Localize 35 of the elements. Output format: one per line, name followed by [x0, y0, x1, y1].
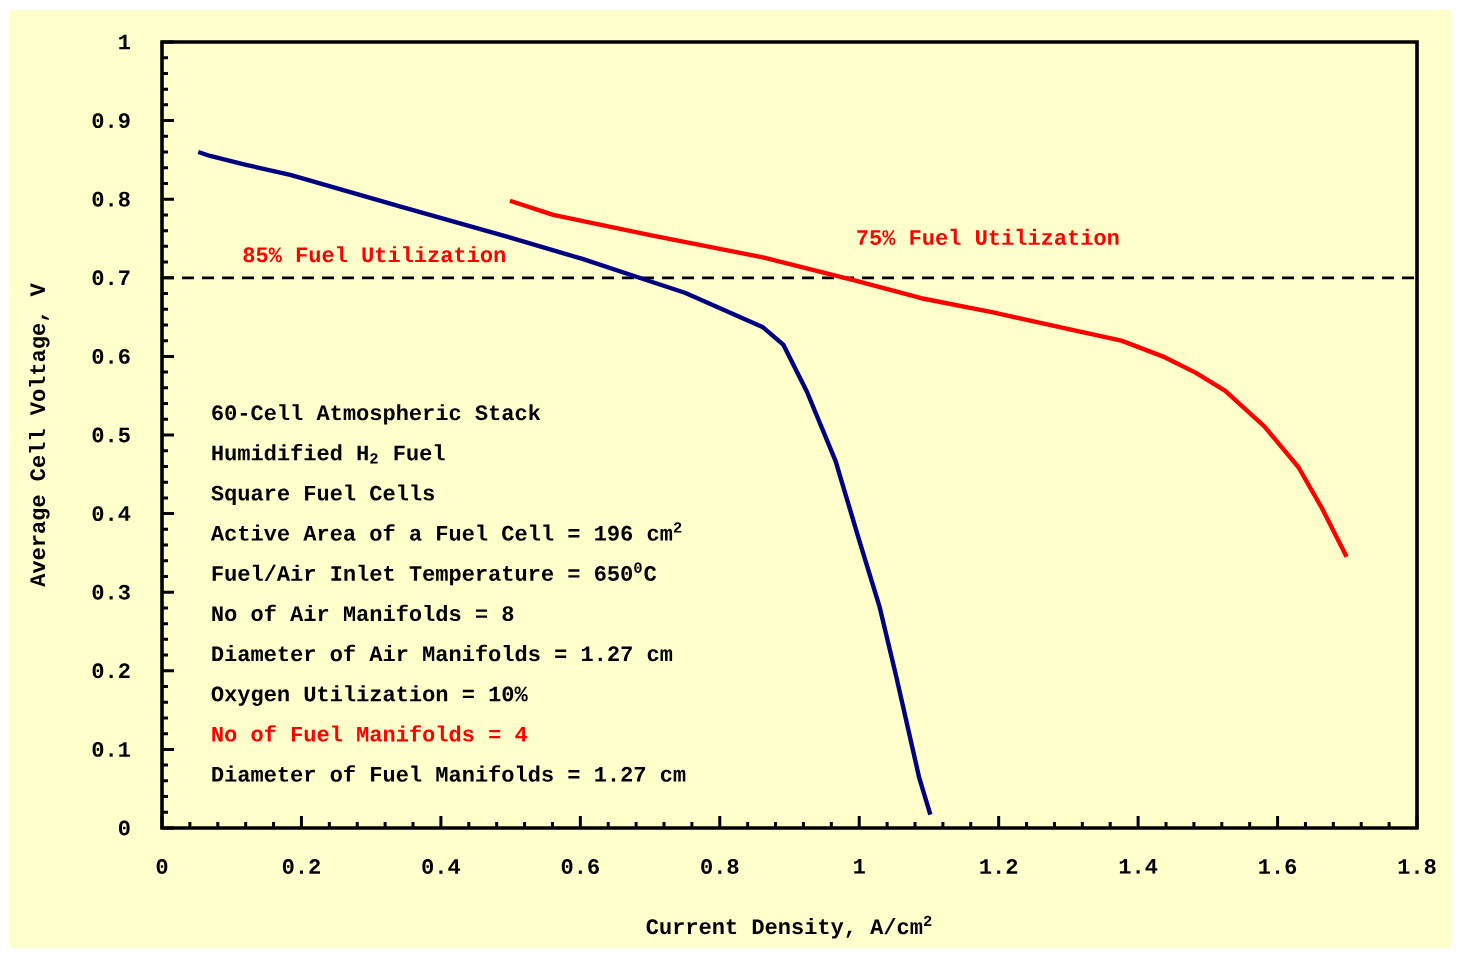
y-tick-label: 0 — [118, 820, 130, 836]
annotation: No of Fuel Manifolds = 4 — [212, 725, 528, 742]
y-tick-label: 0.6 — [92, 348, 130, 364]
annotation: 60-Cell Atmospheric Stack — [212, 404, 541, 425]
x-axis-title: Current Density, A/cm$^{2}$ — [646, 915, 932, 939]
series-label: 85% Fuel Utilization — [243, 246, 505, 263]
annotation: Fuel/Air Inlet Temperature = 650$^{0}$C — [212, 562, 657, 586]
x-tick-label: 1.6 — [1259, 859, 1297, 874]
y-tick-label: 0.4 — [92, 506, 131, 522]
x-tick-label: 1.8 — [1398, 859, 1436, 874]
x-tick-label: 0.2 — [282, 859, 320, 874]
x-tick-label: 1 — [854, 859, 865, 874]
y-tick-label: 0.9 — [92, 113, 130, 129]
y-tick-label: 1 — [119, 34, 130, 50]
y-tick-label: 0.8 — [92, 191, 130, 207]
annotation: Diameter of Air Manifolds = 1.27 cm — [212, 644, 673, 662]
annotation: Humidified H$_{2}$ Fuel — [212, 443, 445, 464]
x-tick-label: 0 — [156, 859, 168, 874]
y-tick-label: 0.1 — [92, 741, 130, 757]
annotation: Square Fuel Cells — [211, 484, 434, 505]
y-tick-label: 0.3 — [92, 584, 130, 600]
annotation: No of Air Manifolds = 8 — [212, 604, 514, 622]
y-tick-label: 0.2 — [92, 663, 130, 679]
annotation: Diameter of Fuel Manifolds = 1.27 cm — [212, 765, 686, 782]
annotation: Oxygen Utilization = 10% — [211, 685, 528, 706]
y-tick-label: 0.5 — [92, 427, 130, 443]
series-label: 75% Fuel Utilization — [857, 228, 1119, 245]
y-tick-label: 0.7 — [92, 270, 130, 286]
y-axis-title: Average Cell Voltage, V — [29, 283, 50, 587]
annotation: Active Area of a Fuel Cell = 196 cm$^{2}$ — [210, 522, 682, 541]
x-tick-label: 0.6 — [561, 859, 599, 874]
x-tick-label: 1.4 — [1119, 859, 1158, 874]
x-tick-label: 1.2 — [980, 859, 1018, 874]
x-tick-label: 0.8 — [701, 859, 739, 874]
x-tick-label: 0.4 — [422, 859, 461, 874]
